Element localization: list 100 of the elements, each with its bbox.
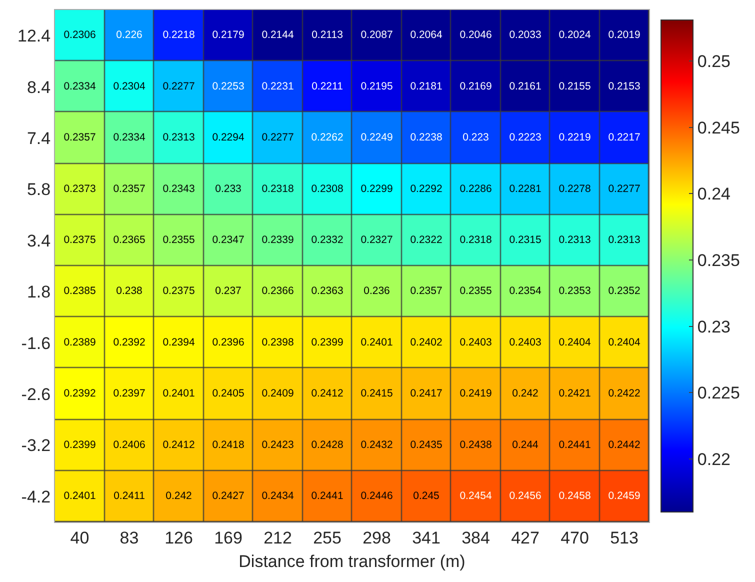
- data-label: 0.2161: [509, 80, 542, 92]
- data-label: 0.2417: [410, 388, 442, 400]
- data-label: 0.2404: [608, 336, 640, 348]
- data-label: 0.2277: [262, 132, 294, 144]
- data-label: 0.2396: [212, 336, 244, 348]
- data-label: 0.236: [364, 285, 390, 298]
- data-label: 0.2322: [410, 234, 442, 246]
- data-label: 0.2253: [212, 80, 244, 92]
- data-label: 0.2217: [608, 132, 640, 144]
- data-label: 0.2318: [262, 182, 294, 195]
- data-label: 0.2419: [460, 388, 492, 400]
- data-label: 0.2385: [64, 285, 96, 298]
- data-label: 0.2375: [64, 234, 96, 246]
- data-label: 0.2422: [608, 388, 640, 400]
- y-tick-label: -3.2: [21, 436, 51, 456]
- data-label: 0.2402: [410, 336, 442, 348]
- x-tick-label: 341: [412, 528, 440, 548]
- data-label: 0.2357: [64, 132, 96, 144]
- data-label: 0.2366: [262, 285, 294, 298]
- x-tick-label: 513: [610, 528, 638, 548]
- x-tick-label: 470: [560, 528, 589, 548]
- data-label: 0.2024: [558, 29, 591, 42]
- y-tick-label: -2.6: [21, 384, 51, 404]
- data-label: 0.2432: [360, 438, 393, 451]
- data-label: 0.2404: [558, 336, 591, 348]
- data-label: 0.2435: [410, 438, 442, 451]
- data-label: 0.2421: [558, 388, 591, 400]
- data-label: 0.2155: [558, 80, 591, 92]
- data-label: 0.2339: [262, 234, 294, 246]
- data-label: 0.2394: [162, 336, 195, 348]
- data-label: 0.2299: [360, 182, 393, 195]
- data-label: 0.2087: [360, 29, 393, 42]
- data-label: 0.2403: [460, 336, 492, 348]
- data-label: 0.238: [116, 285, 143, 298]
- x-tick-label: 427: [511, 528, 540, 548]
- data-label: 0.2327: [360, 234, 393, 246]
- data-label: 0.2373: [64, 182, 96, 195]
- data-label: 0.2399: [64, 438, 96, 451]
- data-label: 0.2411: [114, 490, 146, 502]
- y-tick-label: 3.4: [26, 231, 51, 250]
- color-bar-label: 0.23: [697, 317, 730, 336]
- data-label: 0.2231: [262, 80, 294, 92]
- data-label: 0.226: [116, 29, 143, 42]
- data-label: 0.2195: [360, 80, 393, 92]
- data-label: 0.2211: [312, 80, 344, 92]
- data-label: 0.2403: [509, 336, 542, 348]
- data-label: 0.2249: [360, 132, 393, 144]
- data-label: 0.2355: [162, 234, 195, 246]
- data-label: 0.2304: [113, 80, 146, 92]
- data-label: 0.2318: [460, 234, 492, 246]
- data-label: 0.2355: [460, 285, 492, 298]
- data-label: 0.2334: [113, 132, 146, 144]
- data-label: 0.2357: [410, 285, 442, 298]
- data-label: 0.2375: [162, 285, 195, 298]
- data-label: 0.2415: [360, 388, 393, 400]
- data-label: 0.2153: [608, 80, 640, 92]
- x-tick-label: 255: [313, 528, 342, 548]
- data-label: 0.2181: [410, 80, 442, 92]
- data-label: 0.2406: [113, 438, 146, 451]
- data-label: 0.2418: [212, 438, 244, 451]
- x-tick-label: 169: [214, 528, 242, 548]
- color-bar-label: 0.225: [697, 384, 740, 403]
- data-label: 0.2357: [113, 182, 146, 195]
- data-label: 0.2392: [113, 336, 146, 348]
- data-label: 0.223: [462, 132, 490, 144]
- y-tick-label: 7.4: [26, 128, 51, 148]
- x-axis-title: Distance from transformer (m): [238, 552, 466, 571]
- color-bar-label: 0.245: [697, 118, 740, 138]
- data-label: 0.2409: [262, 388, 294, 400]
- data-label: 0.2434: [262, 490, 294, 502]
- x-tick-label: 298: [362, 528, 391, 548]
- data-label: 0.2238: [410, 132, 442, 144]
- data-label: 0.2397: [113, 388, 146, 400]
- data-label: 0.237: [215, 285, 242, 298]
- data-label: 0.2144: [262, 29, 294, 42]
- data-label: 0.2064: [410, 29, 442, 42]
- data-label: 0.2223: [509, 132, 542, 144]
- data-label: 0.2332: [311, 234, 344, 246]
- data-label: 0.2033: [509, 29, 542, 42]
- data-label: 0.2459: [608, 490, 640, 502]
- data-label: 0.2179: [212, 29, 244, 42]
- data-label: 0.2392: [64, 388, 96, 400]
- data-label: 0.2113: [312, 29, 344, 42]
- data-label: 0.2218: [162, 29, 195, 42]
- data-label: 0.2405: [212, 388, 244, 400]
- data-label: 0.2313: [162, 132, 195, 144]
- x-tick-label: 126: [164, 528, 193, 548]
- x-tick-label: 40: [70, 528, 90, 548]
- data-label: 0.2343: [162, 182, 195, 195]
- y-tick-label: -1.6: [21, 334, 51, 353]
- color-bar-label: 0.22: [697, 450, 730, 469]
- y-tick-label: 8.4: [26, 78, 51, 97]
- data-label: 0.2427: [212, 490, 244, 502]
- data-label: 0.2308: [311, 182, 344, 195]
- data-label: 0.2365: [113, 234, 146, 246]
- color-bar-label: 0.235: [697, 250, 740, 270]
- data-label: 0.2389: [64, 336, 96, 348]
- data-label: 0.2046: [460, 29, 492, 42]
- data-label: 0.2454: [460, 490, 492, 502]
- data-label: 0.2456: [509, 490, 542, 502]
